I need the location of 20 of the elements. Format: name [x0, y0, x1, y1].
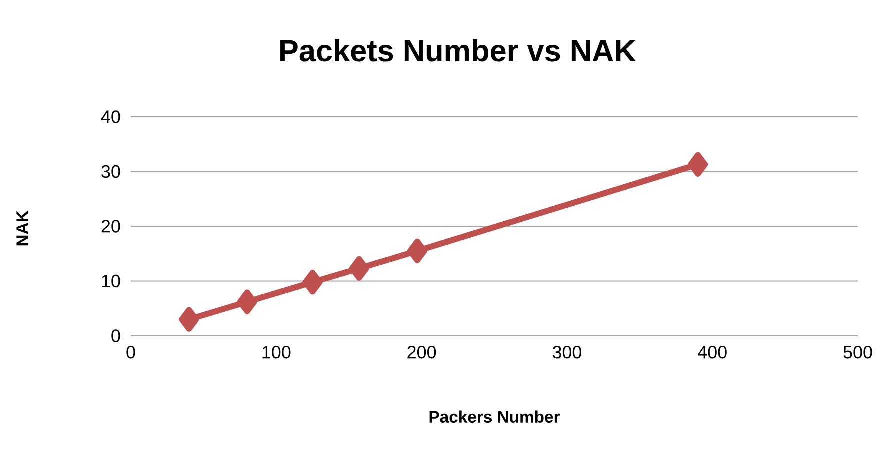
x-tick-label: 500: [844, 346, 872, 359]
y-tick-label: 0: [112, 330, 120, 342]
x-tick-label: 200: [408, 346, 436, 359]
y-tick-label: 30: [102, 165, 120, 178]
y-axis-title: NAK: [16, 210, 28, 246]
point: [302, 270, 323, 295]
point: [688, 152, 708, 177]
x-tick-label: 100: [262, 346, 291, 359]
x-tick-label: 400: [698, 346, 727, 359]
y-tick-label: 10: [102, 274, 120, 288]
point: [237, 290, 258, 314]
y-tick-label: 40: [101, 110, 120, 124]
point: [179, 307, 200, 332]
x-axis-title: Packers Number: [430, 410, 560, 424]
chart-title: Packets Number vs NAK: [280, 39, 636, 62]
point: [407, 238, 428, 264]
y-tick-label: 20: [102, 220, 120, 233]
point: [349, 256, 370, 281]
x-tick-label: 300: [552, 346, 582, 359]
x-tick-label: 0: [126, 346, 136, 359]
